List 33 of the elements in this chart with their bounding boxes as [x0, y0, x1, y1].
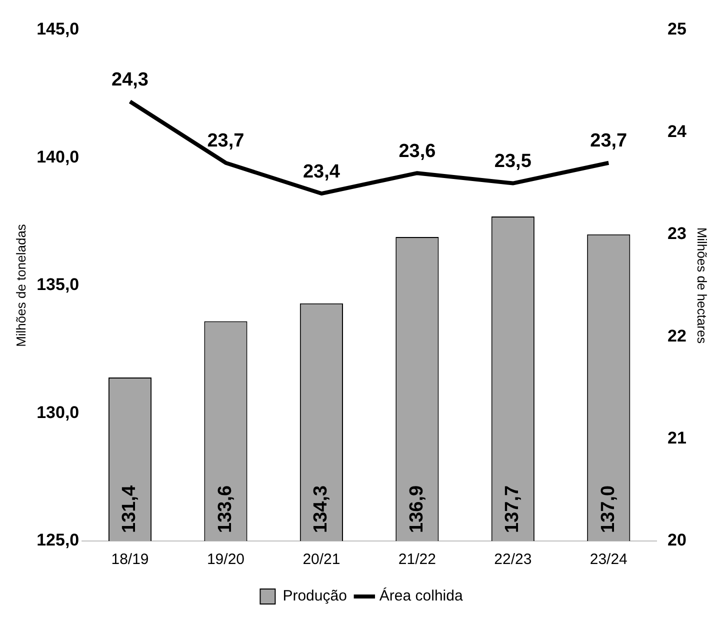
x-tick-label: 22/23: [494, 551, 532, 568]
data-label: 137,0: [598, 485, 619, 533]
data-label: 23,7: [590, 130, 628, 152]
legend-label: Produção: [282, 588, 347, 605]
legend-label: Área colhida: [379, 586, 464, 605]
y2-tick-label: 22: [667, 326, 686, 346]
data-label: 131,4: [119, 485, 140, 533]
data-label: 136,9: [406, 485, 428, 533]
data-label: 23,7: [207, 130, 244, 152]
data-label: 23,4: [302, 161, 340, 182]
y2-tick-label: 25: [667, 20, 686, 39]
x-tick-label: 19/20: [206, 551, 244, 568]
y-tick-label: 125,0: [36, 530, 80, 550]
y-tick-label: 135,0: [36, 275, 80, 294]
y-tick-label: 140,0: [36, 147, 80, 166]
y-tick-label: 130,0: [36, 402, 80, 422]
y2-tick-label: 24: [667, 122, 687, 141]
x-tick-label: 18/19: [111, 551, 149, 568]
y2-tick-label: 20: [667, 530, 686, 550]
data-label: 24,3: [112, 69, 148, 90]
data-label: 133,6: [214, 485, 236, 533]
y2-tick-label: 23: [667, 224, 686, 244]
x-tick-label: 21/22: [398, 551, 436, 568]
data-label: 137,7: [502, 485, 524, 533]
x-tick-label: 23/24: [590, 551, 628, 568]
data-label: 134,3: [310, 485, 332, 533]
y-axis-title: Milhões de toneladas: [13, 224, 28, 347]
y2-tick-label: 21: [667, 428, 686, 448]
data-label: 23,5: [494, 151, 532, 172]
x-tick-label: 20/21: [302, 551, 340, 568]
data-label: 23,6: [398, 140, 436, 162]
y-tick-label: 145,0: [36, 20, 80, 39]
y2-axis-title: Milhões de hectares: [694, 227, 710, 344]
